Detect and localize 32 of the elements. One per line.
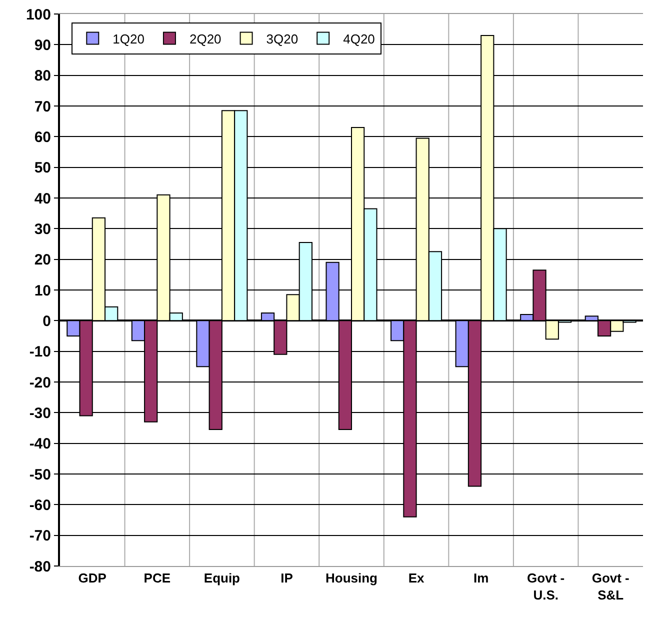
legend-label: 1Q20	[112, 31, 144, 46]
y-tick-label: 60	[34, 128, 51, 146]
legend-label: 2Q20	[189, 31, 222, 46]
y-tick-label: 0	[42, 312, 51, 330]
x-tick-label: IP	[280, 570, 294, 586]
y-tick-label: 40	[34, 190, 51, 208]
legend-label: 4Q20	[343, 31, 375, 46]
y-tick-label: 90	[34, 36, 51, 54]
y-tick-label: 70	[34, 98, 51, 116]
y-tick-label: 100	[26, 6, 51, 24]
y-tick-label: -40	[29, 436, 51, 453]
x-tick-label: Im	[473, 570, 489, 586]
x-tick-label: Govt - U.S.	[527, 570, 565, 602]
x-tick-label: Equip	[204, 570, 240, 586]
y-tick-label: 10	[34, 282, 51, 300]
y-tick-label: -80	[29, 558, 51, 576]
x-tick-label: PCE	[144, 570, 171, 586]
y-tick-label: -20	[29, 374, 51, 392]
y-tick-label: -50	[29, 466, 51, 484]
y-tick-label: 50	[34, 160, 51, 177]
x-tick-label: Housing	[326, 570, 378, 586]
x-tick-label: GDP	[78, 570, 107, 586]
y-tick-label: 30	[34, 220, 51, 238]
y-tick-label: -10	[29, 344, 51, 361]
x-tick-label: Govt - S&L	[592, 570, 630, 602]
legend-label: 3Q20	[266, 31, 298, 46]
y-tick-label: -70	[29, 528, 51, 545]
x-tick-label: Ex	[408, 570, 425, 586]
y-tick-label: -60	[29, 496, 51, 514]
y-tick-label: 20	[34, 252, 51, 269]
y-tick-label: 80	[34, 68, 51, 85]
y-tick-label: -30	[29, 404, 51, 422]
